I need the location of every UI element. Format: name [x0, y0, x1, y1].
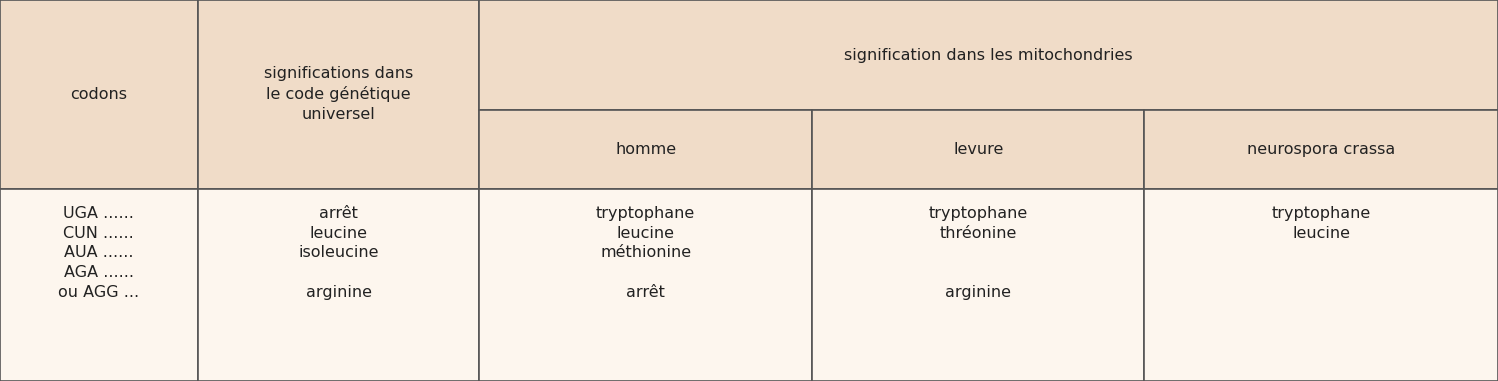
- Bar: [198, 189, 479, 381]
- Text: tryptophane
thréonine


arginine: tryptophane thréonine arginine: [929, 206, 1028, 300]
- Bar: [1144, 189, 1498, 381]
- Bar: [1144, 110, 1498, 189]
- Text: UGA ......
CUN ......
AUA ......
AGA ......
ou AGG ...: UGA ...... CUN ...... AUA ...... AGA ...…: [58, 206, 139, 300]
- Text: neurospora crassa: neurospora crassa: [1248, 142, 1395, 157]
- Text: significations dans
le code génétique
universel: significations dans le code génétique un…: [264, 66, 413, 122]
- Bar: [812, 189, 1144, 381]
- Text: levure: levure: [953, 142, 1004, 157]
- Bar: [479, 110, 812, 189]
- Bar: [812, 110, 1144, 189]
- Bar: [198, 0, 479, 189]
- Bar: [0, 189, 198, 381]
- Bar: [0, 0, 198, 189]
- Text: arrêt
leucine
isoleucine

arginine: arrêt leucine isoleucine arginine: [298, 206, 379, 300]
- Bar: [479, 0, 1498, 110]
- Text: homme: homme: [616, 142, 676, 157]
- Text: codons: codons: [70, 87, 127, 102]
- Text: tryptophane
leucine
méthionine

arrêt: tryptophane leucine méthionine arrêt: [596, 206, 695, 300]
- Bar: [479, 189, 812, 381]
- Text: tryptophane
leucine: tryptophane leucine: [1272, 206, 1371, 240]
- Text: signification dans les mitochondries: signification dans les mitochondries: [845, 48, 1132, 63]
